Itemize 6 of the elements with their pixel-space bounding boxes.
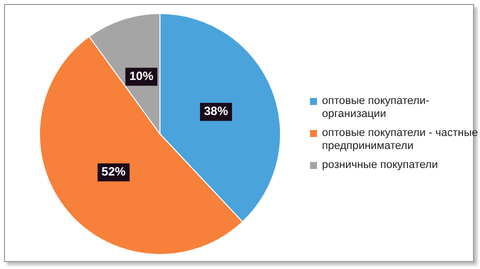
legend-label: оптовые покупатели-организации (322, 94, 430, 120)
legend-label: оптовые покупатели - частные предприниматели (322, 126, 479, 152)
data-label: 52% (102, 164, 126, 179)
legend-label: розничные покупатели (322, 158, 438, 172)
data-label: 10% (129, 69, 154, 84)
data-label: 38% (204, 104, 228, 118)
